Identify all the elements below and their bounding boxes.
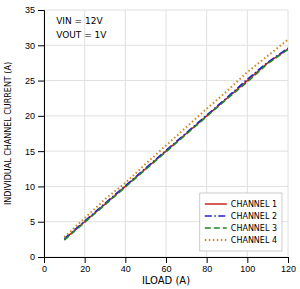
legend-label: CHANNEL 3 xyxy=(231,224,277,233)
legend-label: CHANNEL 2 xyxy=(231,212,277,221)
legend: CHANNEL 1 CHANNEL 2 CHANNEL 3 CHANNEL 4 xyxy=(200,193,282,251)
grid-line-x xyxy=(125,10,126,257)
x-tick-label: 100 xyxy=(240,264,255,274)
annotations: VIN = 12V VOUT = 1V xyxy=(56,16,107,40)
y-axis: 0 5 10 15 20 25 30 35 xyxy=(25,5,45,262)
y-tick-mark xyxy=(38,116,44,117)
x-tick-label: 0 xyxy=(42,264,47,274)
y-tick: 35 xyxy=(25,5,44,15)
y-tick-label: 30 xyxy=(25,41,35,51)
grid-line-y xyxy=(44,115,288,116)
x-tick-label: 120 xyxy=(281,264,296,274)
y-tick-label: 15 xyxy=(25,147,35,157)
y-tick-mark xyxy=(38,257,44,258)
x-tick-label: 80 xyxy=(202,264,212,274)
legend-frame xyxy=(200,193,282,251)
y-tick: 0 xyxy=(30,252,44,262)
chart-svg: 0 20 40 60 80 100 120 0 5 10 15 20 25 30 35 VIN = 12V VO… xyxy=(0,0,300,289)
legend-swatch xyxy=(205,215,227,217)
y-tick-mark xyxy=(38,222,44,223)
y-tick-mark xyxy=(38,186,44,187)
grid-line-y xyxy=(44,45,288,46)
grid-line-x xyxy=(166,10,167,257)
x-tick: 20 xyxy=(80,257,90,274)
y-tick-label: 0 xyxy=(30,252,35,262)
x-tick: 60 xyxy=(161,257,171,274)
x-tick: 80 xyxy=(202,257,212,274)
annotation: VIN = 12V xyxy=(56,16,103,26)
x-tick-mark xyxy=(288,257,289,263)
legend-swatch xyxy=(205,227,227,229)
y-tick: 25 xyxy=(25,76,44,86)
x-tick: 100 xyxy=(240,257,255,274)
y-tick-mark xyxy=(38,151,44,152)
grid-line-x xyxy=(288,10,289,257)
x-tick-mark xyxy=(125,257,126,263)
plot-area: 0 20 40 60 80 100 120 0 5 10 15 20 25 30 35 VIN = 12V VO… xyxy=(25,5,296,274)
chart-container: 0 20 40 60 80 100 120 0 5 10 15 20 25 30 35 VIN = 12V VO… xyxy=(0,0,300,289)
y-tick-mark xyxy=(38,45,44,46)
x-tick: 40 xyxy=(121,257,131,274)
x-tick-mark xyxy=(85,257,86,263)
y-tick-label: 25 xyxy=(25,76,35,86)
legend-swatch xyxy=(205,203,227,205)
y-tick: 10 xyxy=(25,182,44,192)
x-tick: 120 xyxy=(281,257,296,274)
x-tick-mark xyxy=(207,257,208,263)
y-tick-label: 5 xyxy=(30,217,35,227)
grid-line-y xyxy=(44,80,288,81)
x-tick-mark xyxy=(166,257,167,263)
x-tick-label: 60 xyxy=(161,264,171,274)
annotation: VOUT = 1V xyxy=(56,30,107,40)
grid xyxy=(44,10,288,257)
x-axis-line xyxy=(45,258,289,264)
legend-label: CHANNEL 1 xyxy=(231,200,277,209)
y-tick-mark xyxy=(38,81,44,82)
y-tick: 30 xyxy=(25,41,44,51)
y-axis-line xyxy=(38,11,45,258)
y-tick-label: 10 xyxy=(25,182,35,192)
y-tick: 20 xyxy=(25,111,44,121)
y-axis-label: INDIVIDUAL CHANNEL CURRENT (A) xyxy=(4,62,13,205)
x-axis-label: ILOAD (A) xyxy=(142,275,190,286)
series-line xyxy=(64,50,288,241)
legend-label: CHANNEL 4 xyxy=(231,236,277,245)
y-tick: 15 xyxy=(25,147,44,157)
x-tick: 0 xyxy=(42,257,47,274)
y-tick-label: 20 xyxy=(25,111,35,121)
y-tick: 5 xyxy=(30,217,44,227)
x-tick-label: 40 xyxy=(121,264,131,274)
y-tick-label: 35 xyxy=(25,5,35,15)
x-axis: 0 20 40 60 80 100 120 xyxy=(42,257,296,274)
grid-line-y xyxy=(44,186,288,187)
x-tick-label: 20 xyxy=(80,264,90,274)
x-tick-mark xyxy=(247,257,248,263)
y-tick-mark xyxy=(38,10,44,11)
legend-swatch xyxy=(205,239,227,241)
series-line xyxy=(64,40,288,238)
grid-line-y xyxy=(44,10,288,11)
